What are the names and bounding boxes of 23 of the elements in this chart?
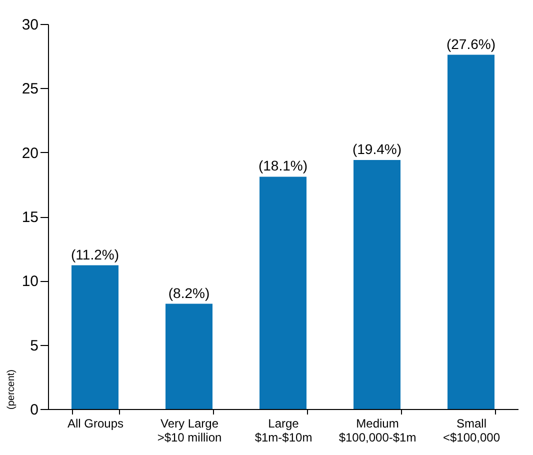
bar	[448, 54, 494, 409]
y-axis-title: (percent)	[6, 369, 17, 410]
y-tick-label: 0	[30, 402, 38, 418]
data-label: (27.6%)	[446, 36, 496, 52]
y-tick-label: 10	[22, 273, 38, 290]
bar	[354, 160, 400, 409]
x-tick-label: Large $1m-$10m	[254, 416, 312, 444]
bar	[166, 304, 212, 409]
data-label: (18.1%)	[258, 158, 308, 174]
bar	[72, 265, 118, 409]
y-tick-label: 15	[22, 209, 38, 226]
y-tick-label: 20	[22, 144, 38, 162]
data-label: (19.4%)	[352, 141, 402, 158]
data-label: (11.2%)	[71, 246, 119, 262]
y-tick-label: 30	[22, 16, 38, 34]
x-tick-label: Medium $100,000-$1m	[338, 416, 416, 444]
x-tick-label: All Groups	[67, 416, 124, 430]
y-tick-label: 25	[22, 80, 38, 98]
x-tick-label: Small <$100,000	[442, 416, 500, 444]
x-tick-label: Very Large >$10 million	[157, 416, 222, 444]
bar	[260, 176, 306, 409]
y-tick-label: 5	[30, 337, 38, 354]
data-label: (8.2%)	[168, 284, 210, 301]
